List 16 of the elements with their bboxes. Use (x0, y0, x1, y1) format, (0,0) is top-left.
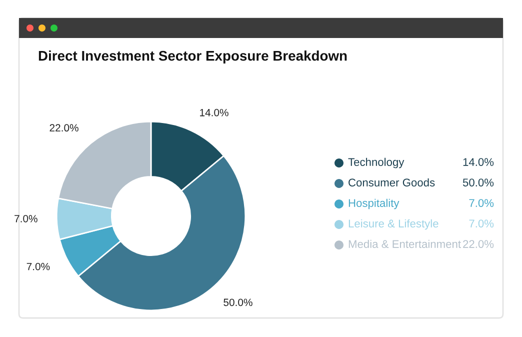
legend-label: Hospitality (348, 198, 400, 210)
legend-label: Media & Entertainment (348, 240, 461, 248)
text: 50.0% (462, 178, 494, 186)
text: 22.0% (463, 240, 494, 248)
text: 7.0% (469, 199, 494, 207)
data-label: 7.0% (14, 214, 38, 222)
text: 7.0% (469, 220, 494, 228)
legend-label: Consumer Goods (348, 178, 435, 186)
text: 14.0% (463, 158, 494, 166)
legend-label: Technology (348, 158, 404, 168)
data-label: 22.0% (50, 124, 78, 132)
data-label: 7.0% (26, 262, 50, 270)
data-label: 14.0% (200, 108, 228, 116)
chart-title: Direct Investment Sector Exposure Breakdown (38, 50, 347, 64)
legend-label: Leisure & Lifestyle (348, 219, 438, 230)
data-label: 50.0% (224, 298, 252, 306)
